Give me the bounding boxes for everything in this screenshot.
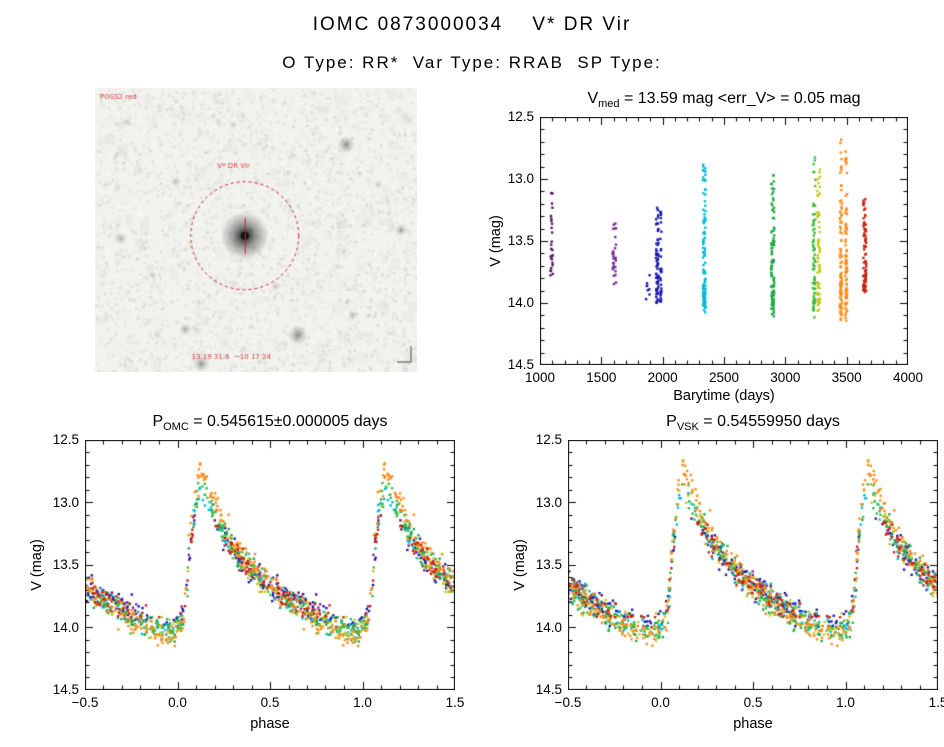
page-title: IOMC 0873000034 V* DR Vir [312,14,632,35]
x-tick-label: 4000 [892,370,924,385]
y-tick-label: 12.5 [507,109,534,124]
barytime-plot: Vmed = 13.59 mag <err_V> = 0.05 mag Bary… [488,90,923,404]
title-text: = 0.545615±0.000005 days [188,413,388,430]
x-tick-label: 3500 [831,370,862,385]
title-subscript: OMC [163,421,189,434]
x-tick-label: 2500 [708,370,740,385]
x-axis-label: Barytime (days) [673,388,775,404]
x-axis-label: phase [250,716,290,732]
x-tick-label: 0.0 [651,695,670,710]
y-tick-label: 14.0 [52,619,79,635]
x-tick-label: −0.5 [554,695,582,710]
title-text: P [152,413,164,430]
title-text: V [587,90,599,107]
y-tick-label: 14.5 [507,357,534,372]
object-types-subtitle: O Type: RR* Var Type: RRAB SP Type: [282,53,662,72]
phase-plot-vsk: PVSK = 0.54559950 days phase V (mag) −0.… [512,413,944,732]
y-tick-label: 13.5 [52,557,79,572]
y-tick-label: 13.0 [52,494,79,510]
finder-image [95,88,417,372]
x-tick-label: 0.0 [168,695,187,710]
phase-plot-vsk-canvas [568,440,938,690]
phase-plot-vsk-title: PVSK = 0.54559950 days [493,413,944,433]
phase-plot-omc: POMC = 0.545615±0.000005 days phase V (m… [29,413,464,732]
x-tick-label: 1.5 [445,695,465,710]
x-tick-label: 1.0 [836,695,855,710]
finder-chart [95,88,417,372]
x-tick-label: 1.0 [353,695,372,710]
title-subscript: VSK [676,421,699,434]
y-tick-label: 14.5 [52,682,79,697]
x-tick-label: −0.5 [71,695,99,710]
title-subscript: med [598,98,620,111]
x-tick-label: 0.5 [260,695,280,710]
x-tick-label: 1.5 [928,695,944,710]
x-tick-label: 1000 [524,370,556,385]
phase-plot-omc-title: POMC = 0.545615±0.000005 days [10,413,530,433]
x-tick-label: 2000 [647,370,678,385]
x-tick-label: 3000 [770,370,801,385]
barytime-plot-canvas [540,117,908,365]
y-tick-label: 14.5 [535,682,562,697]
y-tick-label: 14.0 [507,295,534,310]
y-tick-label: 13.0 [507,171,534,186]
title-text: = 13.59 mag <err_V> = 0.05 mag [619,90,861,107]
barytime-plot-title: Vmed = 13.59 mag <err_V> = 0.05 mag [464,90,944,110]
y-tick-label: 14.0 [535,619,562,635]
y-tick-label: 12.5 [535,432,562,447]
title-text: = 0.54559950 days [698,413,840,430]
title-text: P [666,413,677,430]
y-tick-label: 13.5 [507,233,534,248]
y-tick-label: 13.5 [535,557,562,572]
x-axis-label: phase [733,716,773,732]
phase-plot-omc-canvas [85,440,455,690]
y-tick-label: 12.5 [52,432,79,447]
x-tick-label: 1500 [586,370,617,385]
x-tick-label: 0.5 [743,695,763,710]
y-tick-label: 13.0 [535,494,562,510]
